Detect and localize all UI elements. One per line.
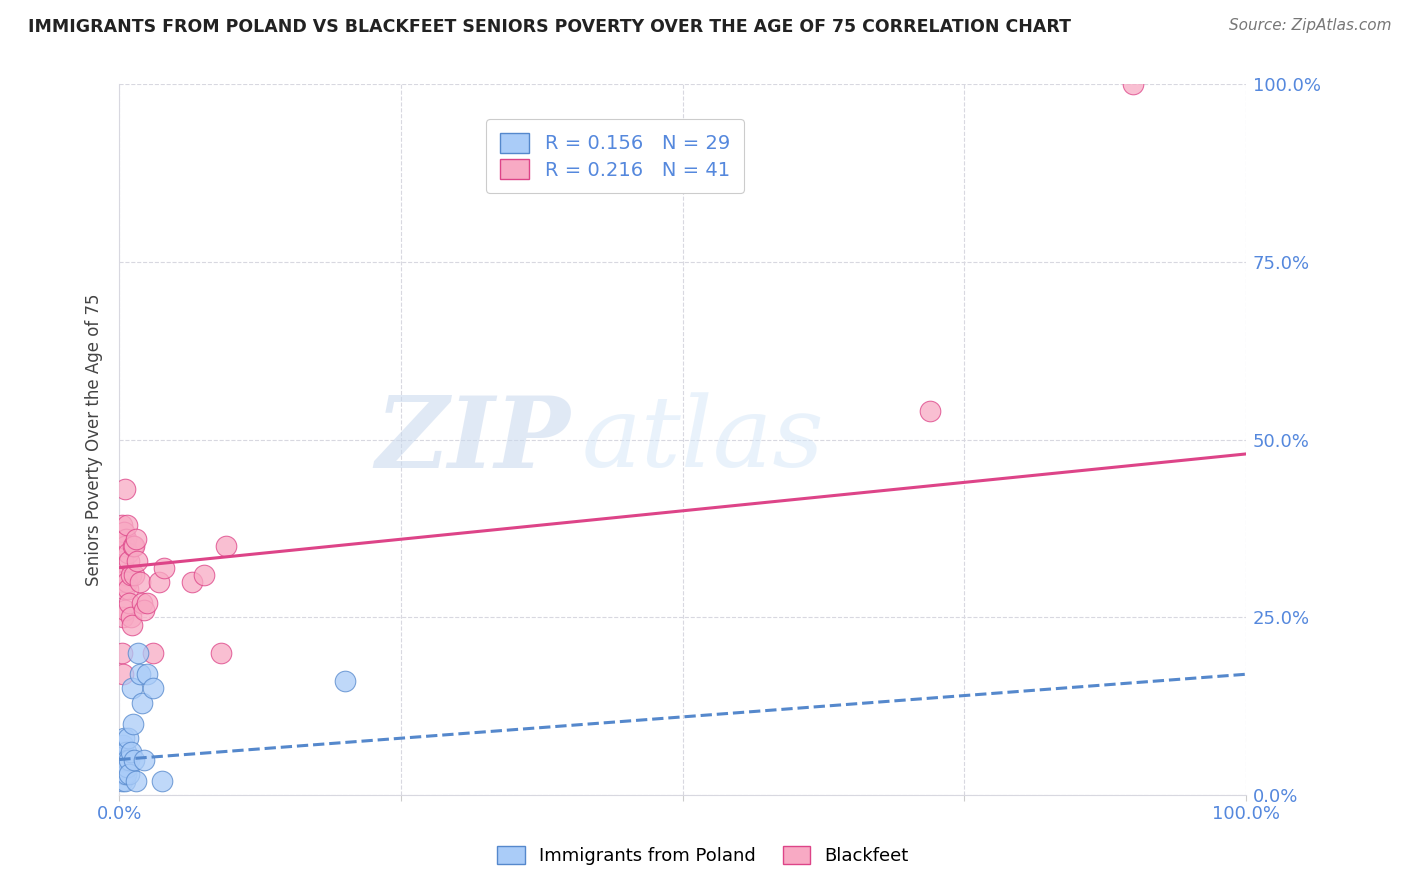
Point — [1122, 78, 1144, 92]
Point — [125, 773, 148, 788]
Point — [193, 567, 215, 582]
Point — [122, 539, 145, 553]
Point — [120, 567, 142, 582]
Point — [112, 766, 135, 780]
Point — [121, 681, 143, 696]
Point — [121, 617, 143, 632]
Point — [148, 574, 170, 589]
Point — [110, 518, 132, 533]
Point — [115, 574, 138, 589]
Point — [115, 752, 138, 766]
Point — [110, 539, 132, 553]
Point — [111, 610, 134, 624]
Point — [150, 773, 173, 788]
Point — [115, 533, 138, 547]
Text: Source: ZipAtlas.com: Source: ZipAtlas.com — [1229, 18, 1392, 33]
Point — [131, 696, 153, 710]
Point — [112, 525, 135, 540]
Point — [114, 603, 136, 617]
Point — [110, 646, 132, 660]
Point — [120, 610, 142, 624]
Point — [120, 746, 142, 760]
Point — [122, 752, 145, 766]
Point — [115, 759, 138, 773]
Point — [121, 717, 143, 731]
Point — [132, 752, 155, 766]
Point — [110, 746, 132, 760]
Legend: R = 0.156   N = 29, R = 0.216   N = 41: R = 0.156 N = 29, R = 0.216 N = 41 — [486, 119, 744, 194]
Point — [118, 766, 141, 780]
Point — [111, 667, 134, 681]
Point — [127, 646, 149, 660]
Point — [114, 539, 136, 553]
Point — [181, 574, 204, 589]
Point — [153, 560, 176, 574]
Point — [122, 567, 145, 582]
Point — [111, 759, 134, 773]
Point — [128, 574, 150, 589]
Point — [136, 667, 159, 681]
Point — [920, 404, 942, 418]
Point — [127, 553, 149, 567]
Point — [142, 646, 165, 660]
Text: IMMIGRANTS FROM POLAND VS BLACKFEET SENIORS POVERTY OVER THE AGE OF 75 CORRELATI: IMMIGRANTS FROM POLAND VS BLACKFEET SENI… — [28, 18, 1071, 36]
Point — [132, 603, 155, 617]
Point — [125, 533, 148, 547]
Point — [117, 731, 139, 746]
Point — [118, 553, 141, 567]
Text: ZIP: ZIP — [375, 392, 569, 488]
Point — [115, 766, 138, 780]
Point — [111, 739, 134, 753]
Point — [111, 553, 134, 567]
Point — [114, 752, 136, 766]
Point — [209, 646, 232, 660]
Point — [112, 731, 135, 746]
Point — [112, 582, 135, 596]
Point — [114, 483, 136, 497]
Point — [118, 596, 141, 610]
Text: atlas: atlas — [581, 392, 824, 487]
Point — [117, 546, 139, 560]
Point — [115, 567, 138, 582]
Point — [115, 518, 138, 533]
Point — [115, 746, 138, 760]
Point — [118, 752, 141, 766]
Point — [128, 667, 150, 681]
Point — [110, 574, 132, 589]
Point — [333, 674, 356, 689]
Point — [121, 539, 143, 553]
Point — [131, 596, 153, 610]
Point — [136, 596, 159, 610]
Point — [215, 539, 238, 553]
Point — [142, 681, 165, 696]
Point — [110, 752, 132, 766]
Point — [114, 773, 136, 788]
Legend: Immigrants from Poland, Blackfeet: Immigrants from Poland, Blackfeet — [488, 837, 918, 874]
Point — [117, 582, 139, 596]
Point — [110, 773, 132, 788]
Y-axis label: Seniors Poverty Over the Age of 75: Seniors Poverty Over the Age of 75 — [86, 293, 103, 586]
